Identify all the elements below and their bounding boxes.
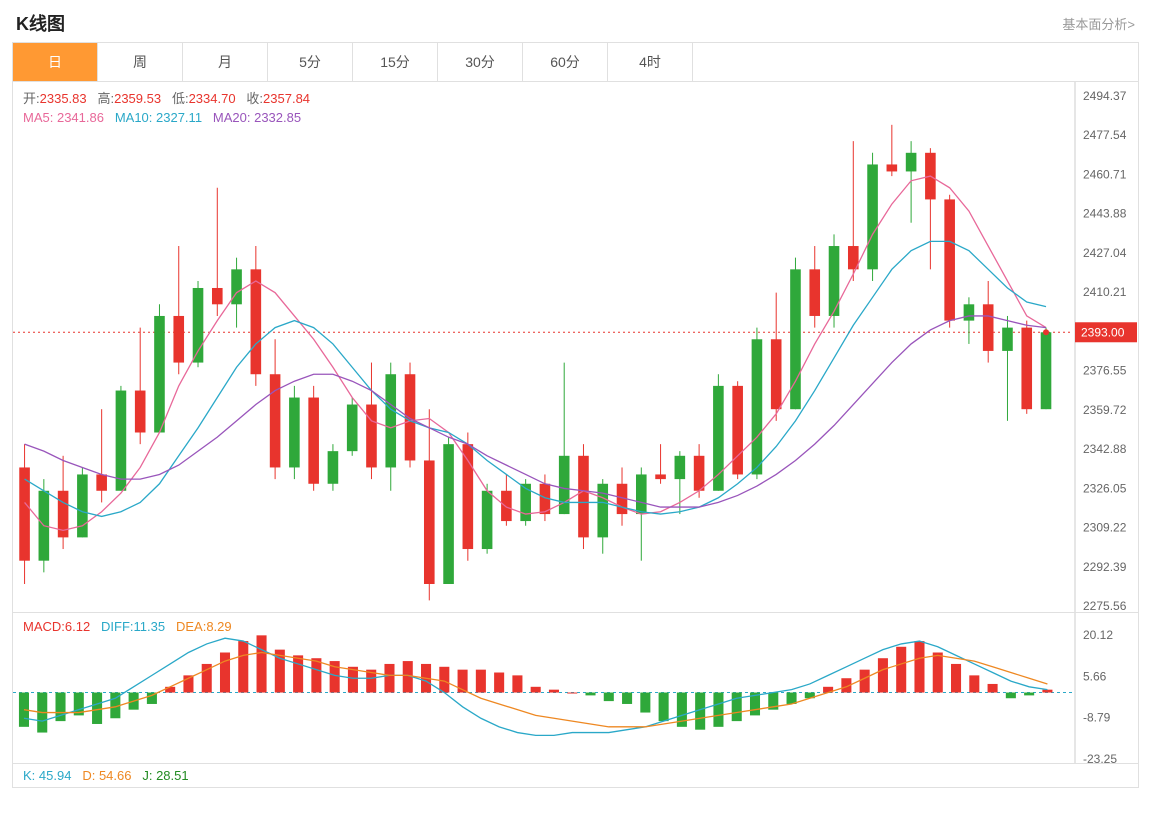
tab-日[interactable]: 日: [13, 43, 98, 81]
svg-text:2460.71: 2460.71: [1083, 167, 1127, 181]
svg-text:2427.04: 2427.04: [1083, 246, 1127, 260]
main-chart-area: 开:2335.83 高:2359.53 低:2334.70 收:2357.84 …: [13, 82, 1138, 612]
candlestick-chart[interactable]: 2494.37 2477.54 2460.71 2443.88 2427.04 2410.…: [13, 82, 1138, 612]
svg-text:2494.37: 2494.37: [1083, 89, 1127, 103]
svg-text:2309.22: 2309.22: [1083, 521, 1127, 535]
tab-5分[interactable]: 5分: [268, 43, 353, 81]
tab-月[interactable]: 月: [183, 43, 268, 81]
svg-text:2342.88: 2342.88: [1083, 442, 1127, 456]
svg-text:2292.39: 2292.39: [1083, 560, 1127, 574]
tab-周[interactable]: 周: [98, 43, 183, 81]
page-title: K线图: [16, 10, 65, 36]
svg-text:2477.54: 2477.54: [1083, 128, 1127, 142]
svg-text:2376.55: 2376.55: [1083, 364, 1127, 378]
svg-text:20.12: 20.12: [1083, 628, 1113, 642]
kdj-chart-area: K: 45.94 D: 54.66 J: 28.51: [13, 763, 1138, 787]
svg-text:2410.21: 2410.21: [1083, 285, 1127, 299]
analysis-link[interactable]: 基本面分析>: [1062, 14, 1135, 33]
tab-4时[interactable]: 4时: [608, 43, 693, 81]
chart-container: 日周月5分15分30分60分4时 开:2335.83 高:2359.53 低:2…: [12, 42, 1139, 788]
kdj-row: K: 45.94 D: 54.66 J: 28.51: [23, 768, 189, 783]
macd-row: MACD:6.12 DIFF:11.35 DEA:8.29: [23, 619, 232, 634]
macd-chart-area: MACD:6.12 DIFF:11.35 DEA:8.29 20.12 5.66 -…: [13, 612, 1138, 763]
svg-text:-8.79: -8.79: [1083, 711, 1111, 725]
tab-60分[interactable]: 60分: [523, 43, 608, 81]
tab-30分[interactable]: 30分: [438, 43, 523, 81]
svg-text:5.66: 5.66: [1083, 669, 1107, 683]
ma-row: MA5: 2341.86 MA10: 2327.11 MA20: 2332.85: [23, 110, 310, 125]
timeframe-tabs: 日周月5分15分30分60分4时: [13, 43, 1138, 82]
svg-text:2393.00: 2393.00: [1081, 325, 1125, 339]
svg-text:2326.05: 2326.05: [1083, 481, 1127, 495]
svg-text:2359.72: 2359.72: [1083, 403, 1127, 417]
svg-text:2275.56: 2275.56: [1083, 599, 1127, 612]
svg-text:-23.25: -23.25: [1083, 752, 1117, 763]
tab-15分[interactable]: 15分: [353, 43, 438, 81]
ohlc-row: 开:2335.83 高:2359.53 低:2334.70 收:2357.84: [23, 88, 310, 107]
svg-text:2443.88: 2443.88: [1083, 207, 1127, 221]
